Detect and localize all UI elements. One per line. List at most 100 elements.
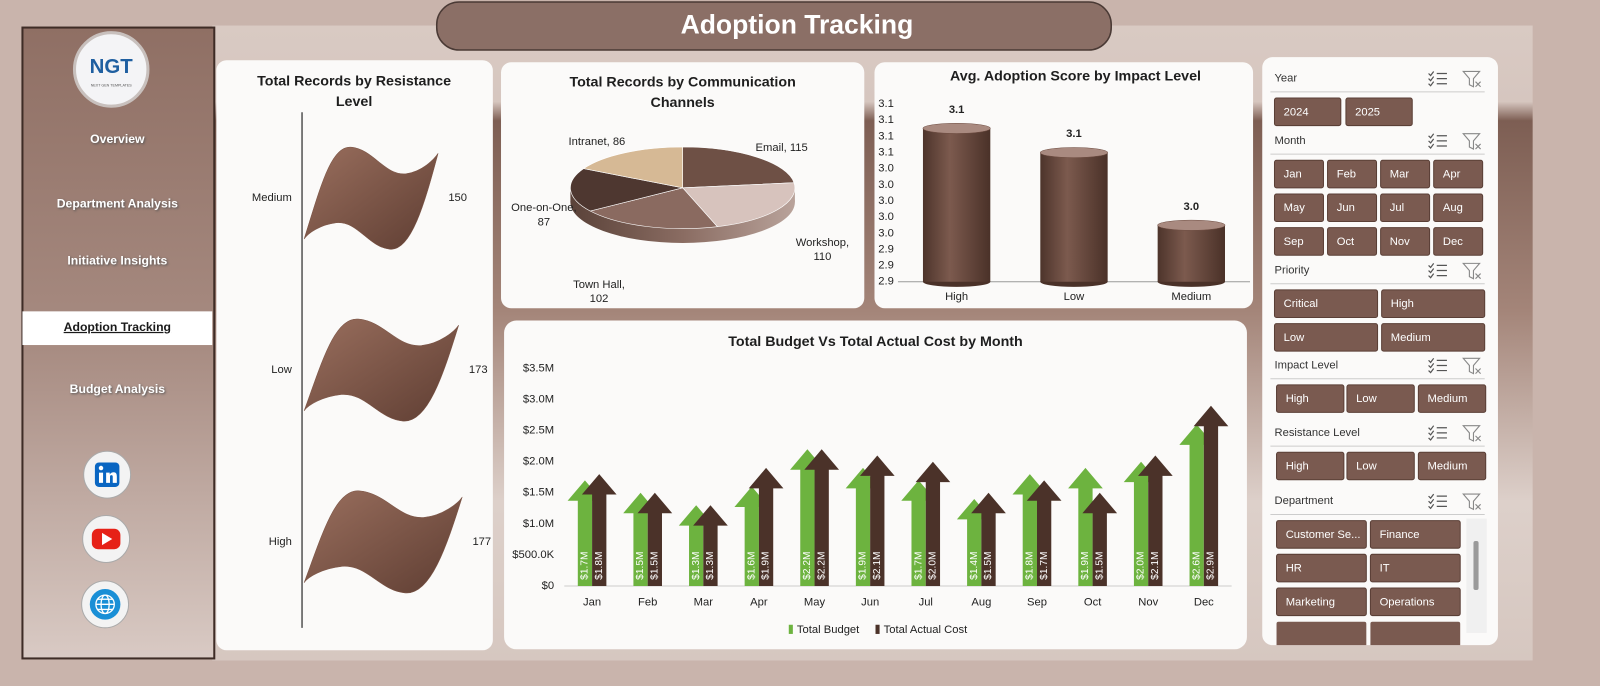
slicer-button[interactable]: [1417, 384, 1487, 413]
slicer-button-label: Low: [1356, 460, 1377, 472]
clear-filter-icon[interactable]: [1462, 357, 1482, 375]
x-tick-label: May: [804, 596, 826, 608]
data-label: $1.7M: [1039, 551, 1050, 579]
slicer-button-label: Feb: [1337, 169, 1356, 181]
slicer-button[interactable]: [1276, 553, 1367, 583]
slicer-button-label: Operations: [1380, 596, 1435, 608]
slicer-button[interactable]: [1380, 159, 1431, 189]
slicer-button[interactable]: [1369, 553, 1461, 583]
legend-marker: [788, 624, 793, 634]
data-label: Intranet, 86: [569, 136, 626, 148]
y-tick-label: 3.1: [878, 114, 894, 126]
multiselect-icon[interactable]: [1428, 435, 1447, 441]
data-label: $2.1M: [1150, 551, 1161, 579]
multiselect-icon[interactable]: [1428, 143, 1447, 149]
slicer-button[interactable]: [1433, 193, 1484, 223]
multiselect-icon[interactable]: [1428, 503, 1447, 510]
slicer-button-label: Jan: [1284, 169, 1302, 181]
clear-filter-icon[interactable]: [1462, 133, 1482, 150]
x-tick-label: Oct: [1084, 596, 1102, 608]
legend-marker: [875, 624, 880, 634]
nav-item[interactable]: Adoption Tracking: [64, 320, 171, 334]
slicer-button[interactable]: [1273, 97, 1342, 127]
slicer-button[interactable]: [1276, 451, 1345, 481]
data-label: $2.6M: [1191, 551, 1202, 579]
slicer-button[interactable]: [1273, 193, 1324, 223]
slicer-button-label: Sep: [1284, 236, 1304, 248]
slicer-title: Month: [1274, 135, 1305, 147]
multiselect-icon[interactable]: [1428, 138, 1447, 144]
logo-text: NGT: [90, 56, 134, 78]
multiselect-icon[interactable]: [1428, 368, 1447, 374]
slicer-button[interactable]: [1433, 159, 1484, 189]
bar: [1082, 492, 1118, 586]
slicer-button-label: Medium: [1391, 332, 1431, 344]
multiselect-icon[interactable]: [1428, 76, 1447, 82]
icon-part: [95, 594, 115, 615]
slicer-button[interactable]: [1276, 520, 1367, 549]
slicer-button[interactable]: [1380, 227, 1431, 256]
multiselect-icon[interactable]: [1428, 268, 1447, 274]
multiselect-icon[interactable]: [1428, 263, 1447, 269]
multiselect-icon[interactable]: [1428, 430, 1447, 436]
y-tick-label: 2.9: [878, 276, 894, 288]
slicer-button[interactable]: [1433, 227, 1484, 256]
slicer-button[interactable]: [1381, 323, 1486, 352]
x-tick-label: Feb: [638, 596, 657, 608]
data-label: $1.5M: [635, 551, 646, 579]
slicer-button-label: Dec: [1443, 236, 1463, 248]
clear-filter-icon[interactable]: [1462, 493, 1482, 511]
multiselect-icon[interactable]: [1428, 363, 1447, 369]
slicer-button[interactable]: [1327, 159, 1378, 189]
y-tick-label: 3.0: [878, 195, 894, 207]
data-label: $1.4M: [969, 551, 980, 579]
slicer-button[interactable]: [1369, 520, 1461, 549]
slicer-button[interactable]: [1276, 384, 1345, 413]
bar: [303, 146, 439, 250]
multiselect-icon[interactable]: [1428, 498, 1447, 505]
y-tick-label: $0: [542, 580, 554, 592]
slicer-button[interactable]: [1346, 384, 1415, 413]
clear-filter-icon[interactable]: [1462, 70, 1482, 88]
y-tick-label: 2.9: [878, 260, 894, 272]
slicer-button[interactable]: [1381, 289, 1486, 318]
slicer-title: Department: [1274, 495, 1333, 507]
slicer-button-label: High: [1286, 460, 1309, 472]
slicer-button[interactable]: [1327, 227, 1378, 256]
multiselect-icon[interactable]: [1428, 425, 1447, 431]
slicer-button-label: Mar: [1390, 169, 1410, 181]
slicer-button-label: High: [1391, 298, 1414, 310]
x-tick-label: Mar: [694, 596, 714, 608]
slicer-button[interactable]: [1273, 289, 1379, 318]
slicer-button-partial[interactable]: [1276, 621, 1367, 650]
slicer-button[interactable]: [1346, 451, 1415, 481]
slicer-button[interactable]: [1380, 193, 1431, 223]
nav-item[interactable]: Budget Analysis: [70, 382, 166, 396]
icon-part: [102, 532, 113, 546]
multiselect-icon[interactable]: [1428, 357, 1447, 364]
multiselect-icon[interactable]: [1428, 493, 1447, 500]
multiselect-icon[interactable]: [1428, 71, 1447, 77]
clear-filter-icon[interactable]: [1462, 425, 1482, 442]
multiselect-icon[interactable]: [1428, 81, 1447, 87]
slicer-button[interactable]: [1273, 227, 1324, 256]
multiselect-icon[interactable]: [1428, 133, 1447, 139]
nav-item[interactable]: Initiative Insights: [67, 254, 167, 268]
nav-item[interactable]: Department Analysis: [57, 196, 178, 210]
slicer-button-label: HR: [1286, 563, 1302, 575]
slicer-button[interactable]: [1327, 193, 1378, 223]
slicer-button[interactable]: [1273, 159, 1324, 189]
clear-filter-icon[interactable]: [1462, 262, 1482, 280]
data-label: 150: [448, 192, 467, 204]
slicer-button-partial[interactable]: [1370, 621, 1461, 650]
slicer-button[interactable]: [1276, 587, 1367, 617]
slicer-button[interactable]: [1369, 587, 1461, 617]
slicer-button[interactable]: [1417, 451, 1487, 481]
bar: [734, 486, 770, 586]
multiselect-icon[interactable]: [1428, 273, 1447, 279]
slicer-button[interactable]: [1273, 323, 1379, 352]
slicer-button[interactable]: [1345, 97, 1413, 127]
bar: [1026, 480, 1062, 586]
nav-item[interactable]: Overview: [90, 132, 145, 146]
scroll-thumb[interactable]: [1473, 541, 1479, 591]
